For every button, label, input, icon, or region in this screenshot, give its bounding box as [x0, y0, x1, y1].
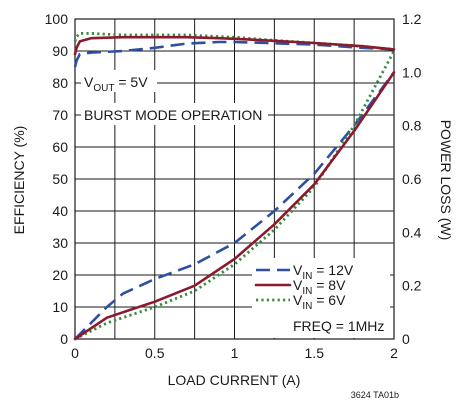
efficiency-curve-vin-8v — [73, 35, 396, 56]
efficiency-curve-vin-12v — [73, 40, 395, 68]
y-right-tick-label: 1.0 — [402, 64, 422, 80]
y-right-tick-label: 0.4 — [402, 224, 422, 240]
y-left-tick-label: 40 — [52, 203, 68, 219]
y-left-tick-label: 30 — [52, 235, 68, 251]
vout-label-bg — [81, 70, 157, 92]
y-left-tick-label: 70 — [52, 107, 68, 123]
y-left-tick-label: 10 — [52, 299, 68, 315]
y-left-tick-label: 50 — [52, 171, 68, 187]
legend-label: VIN = 8V — [293, 277, 346, 297]
y-left-tick-label: 100 — [45, 11, 69, 27]
x-tick-label: 0 — [71, 345, 79, 361]
y-left-tick-label: 90 — [52, 43, 68, 59]
vout-label: VOUT = 5V — [84, 74, 148, 94]
power-loss-curve-vin-8v — [73, 71, 396, 341]
legend-label: VIN = 6V — [293, 292, 346, 312]
y-left-axis-ticks: 0 10 20 30 40 50 60 70 80 90 100 — [45, 11, 69, 347]
figure-id: 3624 TA01b — [351, 390, 399, 400]
x-tick-label: 2 — [390, 345, 398, 361]
burst-label-bg — [81, 103, 268, 125]
freq-label: FREQ = 1MHz — [293, 318, 384, 334]
x-tick-label: 0.5 — [145, 345, 165, 361]
x-axis-title: LOAD CURRENT (A) — [168, 372, 301, 388]
y-right-axis-ticks: 0 0.2 0.4 0.6 0.8 1.0 1.2 — [402, 11, 422, 347]
y-right-tick-label: 0.8 — [402, 118, 422, 134]
y-right-tick-label: 1.2 — [402, 11, 422, 27]
y-right-tick-label: 0.2 — [402, 278, 422, 294]
y-right-axis-title: POWER LOSS (W) — [438, 120, 454, 241]
plot-frame — [74, 18, 395, 340]
y-left-tick-label: 60 — [52, 139, 68, 155]
power-loss-curve-vin-12v — [74, 71, 396, 340]
x-axis-ticks: 0 0.5 1 1.5 2 — [71, 345, 398, 361]
series — [73, 32, 396, 341]
x-tick-label: 1 — [231, 345, 239, 361]
y-right-tick-label: 0 — [402, 331, 410, 347]
legend-label: VIN = 12V — [293, 262, 354, 282]
y-left-tick-label: 80 — [52, 75, 68, 91]
y-left-tick-label: 20 — [52, 267, 68, 283]
legend-bg — [252, 258, 390, 338]
burst-mode-label: BURST MODE OPERATION — [84, 107, 262, 123]
x-tick-label: 1.5 — [305, 345, 325, 361]
y-right-tick-label: 0.6 — [402, 171, 422, 187]
y-left-axis-title: EFFICIENCY (%) — [11, 126, 27, 235]
y-left-tick-label: 0 — [60, 331, 68, 347]
